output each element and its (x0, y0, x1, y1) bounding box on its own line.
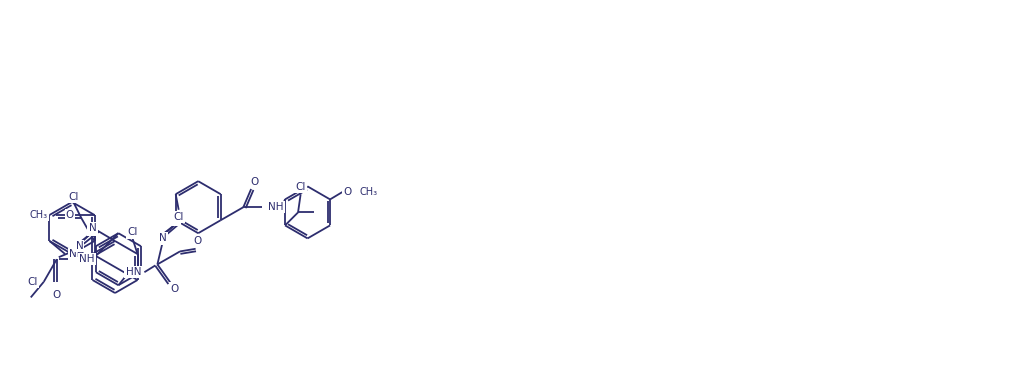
Text: O: O (53, 290, 61, 300)
Text: HN: HN (125, 267, 141, 277)
Text: NH: NH (268, 202, 284, 212)
Text: N: N (76, 241, 83, 251)
Text: CH₃: CH₃ (360, 187, 378, 197)
Text: N: N (159, 233, 167, 243)
Text: Cl: Cl (27, 277, 37, 287)
Text: O: O (343, 187, 351, 197)
Text: Cl: Cl (127, 227, 137, 237)
Text: O: O (66, 210, 74, 220)
Text: Cl: Cl (69, 192, 79, 202)
Text: NH: NH (80, 254, 95, 264)
Text: Cl: Cl (296, 182, 306, 192)
Text: O: O (250, 177, 259, 187)
Text: CH₃: CH₃ (29, 210, 47, 220)
Text: Cl: Cl (174, 212, 184, 222)
Text: O: O (194, 236, 202, 246)
Text: N: N (172, 215, 180, 225)
Text: N: N (89, 223, 96, 233)
Text: NH: NH (69, 249, 85, 259)
Text: O: O (171, 283, 179, 293)
Text: O: O (88, 225, 97, 235)
